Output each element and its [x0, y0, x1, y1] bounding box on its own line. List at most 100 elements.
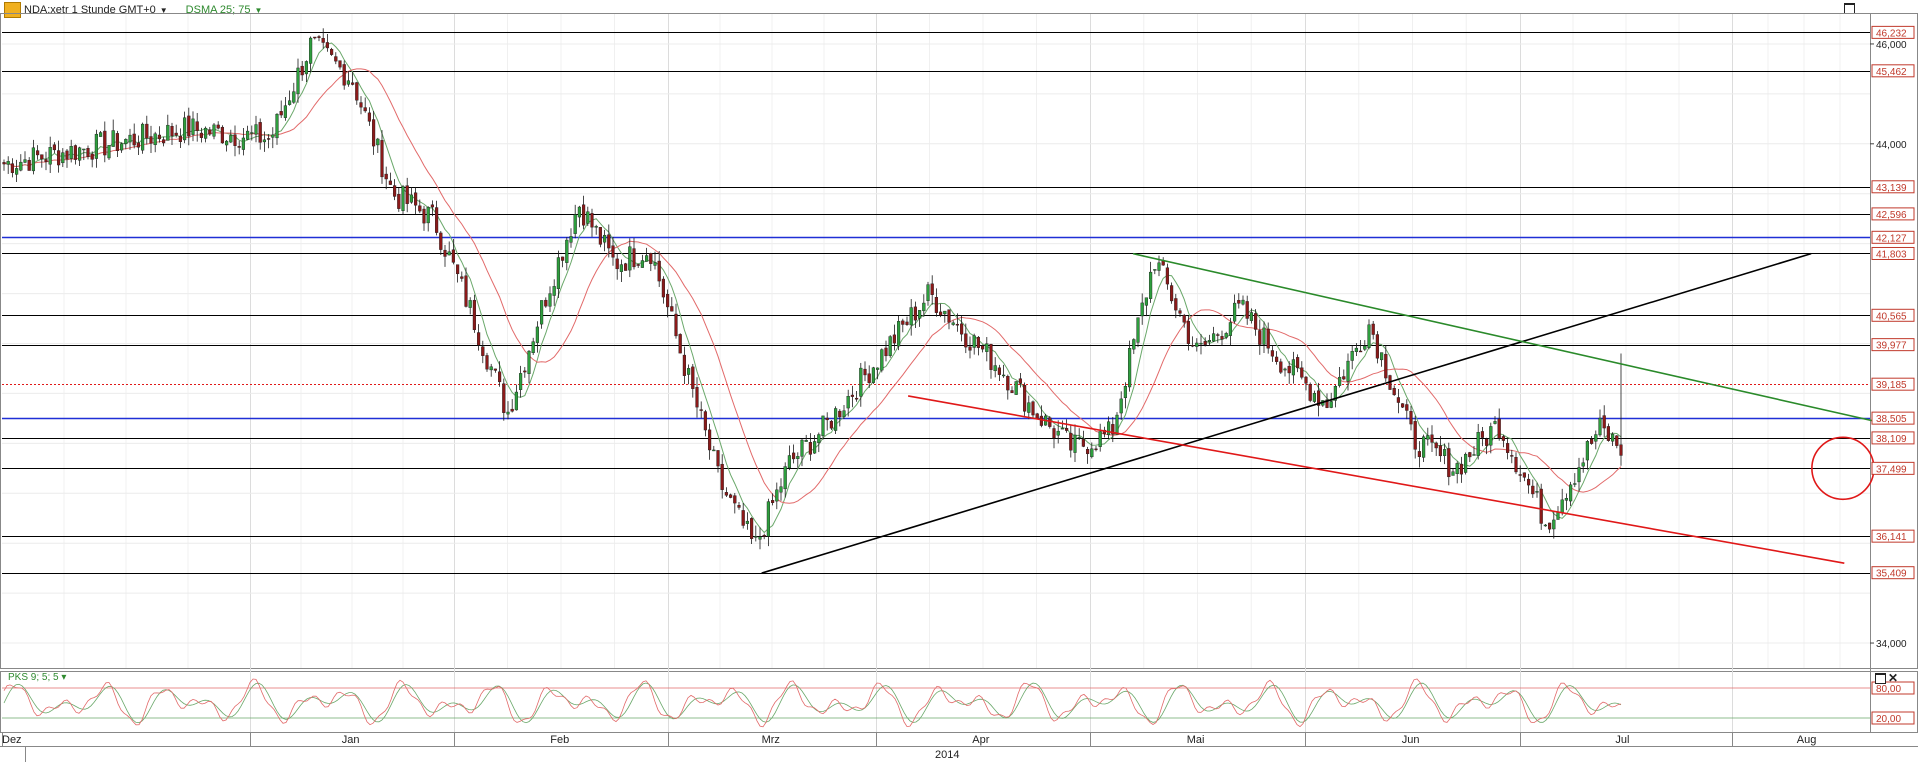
maximize-oscillator-panel-icon[interactable]	[1875, 673, 1886, 684]
candle-body	[573, 214, 577, 234]
candle-body	[569, 236, 573, 243]
candle-body	[1203, 341, 1207, 345]
candle-body	[552, 286, 556, 296]
candle-body	[716, 450, 720, 467]
y-tick-label: 44,000	[1876, 140, 1907, 151]
candle-body	[846, 396, 850, 409]
candle-body	[363, 107, 367, 112]
candle-body	[737, 504, 741, 508]
candle-body	[132, 133, 136, 146]
candle-body	[36, 150, 40, 156]
candle-body	[124, 139, 128, 145]
candle-body	[1384, 353, 1388, 379]
candle-body	[376, 138, 380, 146]
candle-body	[271, 134, 275, 138]
candle-body	[153, 133, 157, 146]
candle-body	[582, 204, 586, 226]
candle-body	[502, 383, 506, 413]
candle-body	[1375, 334, 1379, 359]
candle-body	[682, 354, 686, 376]
close-oscillator-panel-icon[interactable]: ✕	[1888, 671, 1899, 685]
trendline-red	[907, 395, 1845, 564]
candle-body	[888, 336, 892, 356]
candle-body	[1245, 301, 1249, 319]
candle-body	[1556, 512, 1560, 520]
candle-body	[6, 161, 10, 165]
candle-body	[1228, 322, 1232, 336]
candle-body	[1291, 359, 1295, 376]
candle-body	[409, 194, 413, 203]
candle-body	[1010, 390, 1014, 393]
x-tick-label: Apr	[972, 734, 989, 746]
candle-body	[1300, 367, 1304, 378]
candle-body	[191, 118, 195, 135]
candle-body	[397, 194, 401, 209]
candle-body	[817, 434, 821, 444]
candle-body	[464, 275, 468, 307]
candle-body	[1153, 269, 1157, 271]
candle-body	[1350, 351, 1354, 361]
candle-body	[1400, 403, 1405, 408]
candle-body	[993, 365, 997, 372]
candle-body	[708, 429, 712, 451]
candle-body	[645, 255, 649, 262]
candle-body	[750, 518, 754, 539]
candle-body	[1148, 271, 1153, 299]
candle-body	[951, 322, 955, 325]
candle-body	[577, 206, 581, 218]
indicator-dropdown-icon[interactable]: ▼	[254, 5, 263, 15]
oscillator-level-box	[1871, 711, 1915, 725]
candle-body	[111, 130, 115, 147]
candle-body	[514, 391, 518, 411]
candle-body	[267, 138, 271, 140]
candle-body	[1325, 399, 1329, 408]
candle-body	[14, 168, 19, 175]
candle-body	[254, 124, 258, 135]
candle-body	[292, 91, 296, 103]
candle-body	[1018, 378, 1022, 384]
candle-body	[1195, 342, 1199, 347]
candle-body	[447, 251, 451, 256]
candle-body	[1606, 426, 1610, 441]
candle-body	[1039, 415, 1043, 426]
candle-body	[1266, 328, 1270, 349]
candle-body	[1249, 312, 1253, 321]
candle-body	[586, 211, 590, 224]
candle-body	[590, 213, 594, 228]
oscillator-label[interactable]: PKS 9; 5; 5 ▾	[8, 672, 67, 683]
candle-body	[1354, 347, 1358, 352]
candle-body	[594, 226, 598, 228]
candle-body	[460, 276, 464, 279]
candle-body	[212, 124, 216, 137]
candle-body	[733, 495, 737, 504]
candle-body	[556, 257, 560, 290]
candle-body	[775, 489, 779, 502]
candle-body	[493, 368, 497, 371]
candle-body	[166, 124, 170, 141]
candle-body	[1127, 348, 1132, 388]
candle-body	[1111, 424, 1115, 435]
candle-body	[1417, 451, 1421, 458]
candle-body	[359, 102, 363, 108]
candle-body	[229, 135, 233, 143]
candle-body	[27, 160, 31, 171]
candle-body	[94, 133, 98, 159]
price-label: 37,499	[1876, 464, 1907, 475]
candle-body	[82, 148, 86, 151]
candle-body	[128, 134, 132, 143]
candle-body	[342, 64, 346, 86]
candle-body	[968, 346, 972, 351]
candle-body	[1426, 435, 1430, 440]
candle-body	[1577, 467, 1581, 483]
candle-body	[905, 321, 909, 325]
candle-body	[1543, 524, 1547, 527]
candle-body	[762, 535, 766, 537]
x-tick-label: Jun	[1402, 734, 1420, 746]
candle-body	[485, 355, 489, 370]
candle-body	[741, 510, 745, 526]
candle-body	[1484, 438, 1489, 446]
candle-body	[695, 387, 699, 408]
candle-body	[1031, 401, 1035, 416]
symbol-dropdown-icon[interactable]: ▼	[159, 5, 168, 15]
